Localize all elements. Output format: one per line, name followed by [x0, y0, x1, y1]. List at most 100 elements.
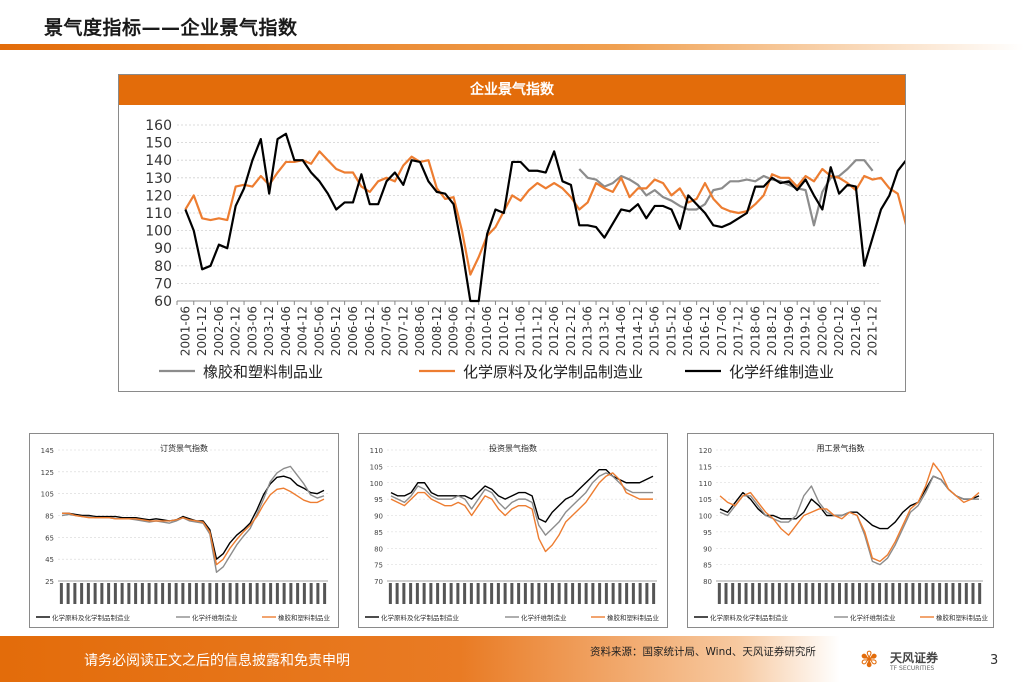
small-y-tick: 85 [45, 513, 54, 521]
small-x-tick-mark [878, 583, 882, 604]
small-y-tick: 45 [45, 556, 54, 564]
main-legend-label: 化学纤维制造业 [729, 363, 834, 381]
main-x-tick-label: 2019-06 [782, 306, 796, 356]
main-y-tick: 70 [154, 276, 172, 292]
main-x-tick-label: 2019-12 [799, 306, 813, 356]
small-x-tick-mark [911, 583, 915, 604]
small-x-tick-mark [496, 583, 500, 604]
logo-text-en: TF SECURITIES [890, 665, 935, 672]
small-x-tick-mark [517, 583, 521, 604]
main-series-line-2 [184, 132, 905, 303]
main-x-tick-label: 2004-06 [279, 306, 293, 356]
small-x-tick-mark [510, 583, 514, 604]
small-x-tick-mark [262, 583, 266, 604]
small-series-line-2 [390, 472, 653, 553]
main-x-tick-label: 2020-12 [832, 306, 846, 356]
small-x-tick-mark [938, 583, 942, 604]
small-legend-label: 橡胶和塑料制品业 [278, 613, 331, 622]
small-legend-label: 化学纤维制造业 [192, 613, 238, 622]
small-x-tick-mark [530, 583, 534, 604]
investment-chart-panel: 投资景气指数 70 75 80 85 90 95 100 105 110 化学原料及化学制品制造业 化… [358, 433, 668, 628]
main-x-tick-label: 2016-06 [681, 306, 695, 356]
small-chart-title: 订货景气指数 [160, 443, 208, 453]
small-x-tick-mark [66, 583, 70, 604]
main-y-tick: 80 [154, 259, 172, 275]
small-y-tick: 25 [45, 578, 54, 586]
small-x-tick-mark [891, 583, 895, 604]
main-y-tick: 110 [145, 206, 172, 222]
small-x-tick-mark [537, 583, 541, 604]
small-x-tick-mark [944, 583, 948, 604]
small-x-tick-mark [784, 583, 788, 604]
small-y-tick: 120 [699, 447, 712, 455]
small-x-tick-mark [571, 583, 575, 604]
small-x-tick-mark [544, 583, 548, 604]
main-x-tick-label: 2002-06 [212, 306, 226, 356]
small-x-tick-mark [188, 583, 192, 604]
small-x-tick-mark [167, 583, 171, 604]
main-x-tick-label: 2009-06 [447, 306, 461, 356]
small-x-tick-mark [584, 583, 588, 604]
small-y-tick: 95 [703, 529, 712, 537]
small-x-tick-mark [625, 583, 629, 604]
small-legend-label: 化学原料及化学制品制造业 [381, 613, 460, 622]
small-x-tick-mark [248, 583, 252, 604]
small-x-tick-mark [831, 583, 835, 604]
small-x-tick-mark [864, 583, 868, 604]
main-x-tick-label: 2006-12 [363, 306, 377, 356]
small-x-tick-mark [731, 583, 735, 604]
logo-text-cn: 天风证券 [890, 651, 939, 665]
small-x-tick-mark [777, 583, 781, 604]
small-x-tick-mark [598, 583, 602, 604]
small-x-tick-mark [59, 583, 63, 604]
main-x-tick-label: 2006-06 [346, 306, 360, 356]
small-x-tick-mark [804, 583, 808, 604]
main-x-tick-label: 2018-06 [748, 306, 762, 356]
small-x-tick-mark [181, 583, 185, 604]
small-chart-title: 投资景气指数 [489, 443, 537, 453]
main-y-tick: 160 [145, 118, 172, 134]
small-x-tick-mark [154, 583, 158, 604]
small-x-tick-mark [737, 583, 741, 604]
small-x-tick-mark [483, 583, 487, 604]
small-x-tick-mark [631, 583, 635, 604]
page-number-box [960, 646, 1004, 676]
small-x-tick-mark [208, 583, 212, 604]
main-x-tick-label: 2012-12 [564, 306, 578, 356]
small-x-tick-mark [161, 583, 165, 604]
small-x-tick-mark [409, 583, 413, 604]
small-y-tick: 95 [374, 496, 383, 504]
small-x-tick-mark [604, 583, 608, 604]
small-x-tick-mark [964, 583, 968, 604]
main-x-tick-label: 2011-06 [514, 306, 528, 356]
small-x-tick-mark [724, 583, 728, 604]
small-x-tick-mark [618, 583, 622, 604]
small-legend-label: 橡胶和塑料制品业 [936, 613, 989, 622]
small-chart-title: 用工景气指数 [817, 443, 865, 453]
main-x-tick-label: 2005-06 [312, 306, 326, 356]
small-x-tick-mark [744, 583, 748, 604]
small-legend-label: 化学原料及化学制品制造业 [52, 613, 131, 622]
small-x-tick-mark [127, 583, 131, 604]
small-x-tick-mark [289, 583, 293, 604]
small-y-tick: 105 [370, 463, 383, 471]
main-x-tick-label: 2016-12 [698, 306, 712, 356]
small-x-tick-mark [449, 583, 453, 604]
small-x-tick-mark [751, 583, 755, 604]
small-x-tick-mark [523, 583, 527, 604]
main-x-tick-label: 2012-06 [547, 306, 561, 356]
small-x-tick-mark [971, 583, 975, 604]
small-x-tick-mark [120, 583, 124, 604]
small-x-tick-mark [898, 583, 902, 604]
small-x-tick-mark [791, 583, 795, 604]
logo-mark-icon: ✾ [860, 648, 879, 673]
small-x-tick-mark [564, 583, 568, 604]
small-x-tick-mark [296, 583, 300, 604]
small-x-tick-mark [395, 583, 399, 604]
small-x-tick-mark [402, 583, 406, 604]
main-x-tick-label: 2011-12 [530, 306, 544, 356]
small-x-tick-mark [577, 583, 581, 604]
small-x-tick-mark [269, 583, 273, 604]
main-x-tick-label: 2014-06 [614, 306, 628, 356]
